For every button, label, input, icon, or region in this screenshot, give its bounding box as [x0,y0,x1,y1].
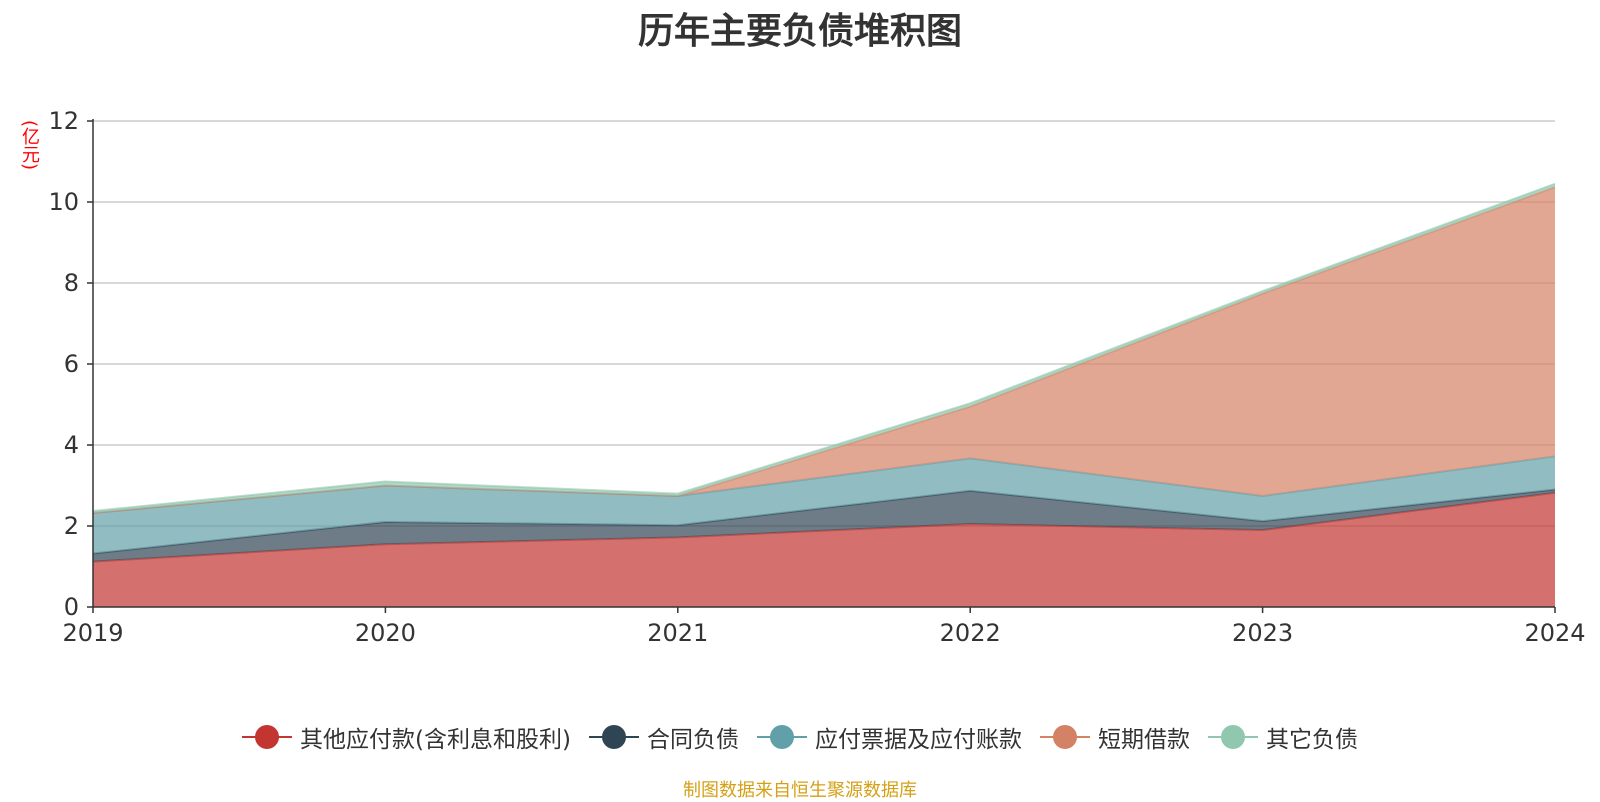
legend-marker-dot [1052,725,1077,749]
legend-label: 合同负债 [646,727,739,753]
legend-label: 应付票据及应付账款 [814,727,1022,753]
legend-marker-dot [1220,725,1245,749]
chart-title: 历年主要负债堆积图 [637,11,962,52]
y-tick-label: 10 [48,188,79,216]
legend-marker-dot [769,725,794,749]
legend-label: 其他应付款(含利息和股利) [300,727,571,753]
legend-label: 其它负债 [1265,727,1358,753]
legend-item-5[interactable]: 其它负债 [1207,720,1358,754]
legend-marker-dot [255,725,280,749]
legend-marker-icon [756,725,807,749]
x-tick-label: 2021 [647,619,708,647]
y-axis-unit-label: (亿元) [19,120,40,171]
legend-item-3[interactable]: 应付票据及应付账款 [756,720,1022,754]
area-series-2 [93,489,1555,562]
y-tick-label: 8 [64,269,79,297]
y-tick-label: 0 [64,593,79,621]
x-tick-label: 2019 [62,619,123,647]
legend-item-4[interactable]: 短期借款 [1039,720,1190,754]
area-series-3 [93,456,1555,554]
legend-label: 短期借款 [1097,727,1190,753]
legend-marker-icon [1207,725,1258,749]
legend-marker-icon [588,725,639,749]
legend-item-2[interactable]: 合同负债 [588,720,739,754]
data-source-note: 制图数据来自恒生聚源数据库 [683,780,917,801]
legend-marker-icon [242,725,293,749]
x-tick-label: 2024 [1524,619,1585,647]
area-series-4 [93,187,1555,514]
y-tick-label: 12 [48,107,79,135]
y-tick-label: 4 [64,431,79,459]
legend-marker-dot [601,725,626,749]
stacked-area-chart: 0 2 4 6 8 10 12 2019 2020 2021 2022 2023 2024 [48,107,1585,647]
x-tick-label: 2022 [940,619,1001,647]
x-tick-label: 2020 [355,619,416,647]
y-tick-label: 6 [64,350,79,378]
chart-legend: 其他应付款(含利息和股利) 合同负债 应付票据及应付账款 短期借款 其它负债 [0,720,1600,754]
y-tick-label: 2 [64,512,79,540]
line-series-5 [92,182,1556,513]
legend-item-1[interactable]: 其他应付款(含利息和股利) [242,720,571,754]
x-tick-label: 2023 [1232,619,1293,647]
legend-marker-icon [1039,725,1090,749]
area-series-1 [93,492,1555,607]
